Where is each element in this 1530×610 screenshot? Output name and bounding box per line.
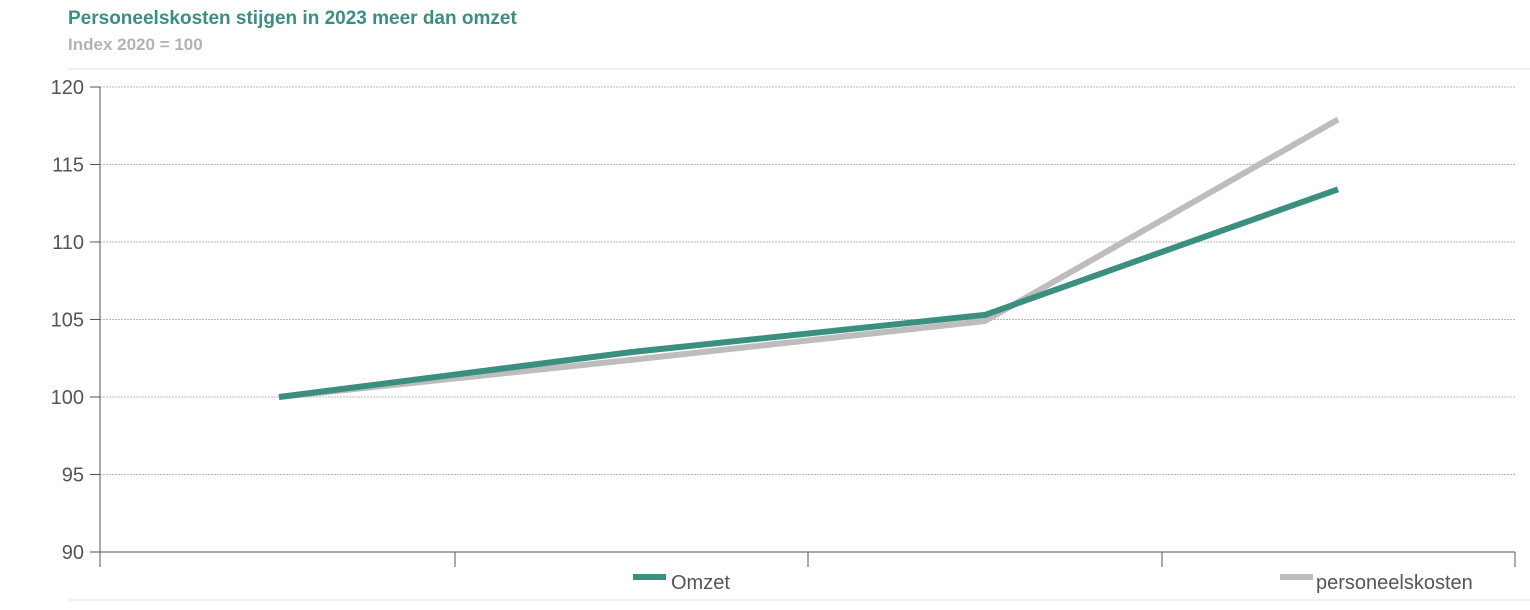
y-tick-label: 115 [52,155,84,177]
x-axis [99,551,1516,567]
y-axis: 90 95 100 105 110 115 120 [51,77,101,564]
y-tick-label: 110 [52,232,84,254]
y-tick-label: 120 [51,77,84,99]
legend-label-omzet: Omzet [671,572,730,594]
series-line-omzet [278,186,1340,400]
series-lines [278,116,1340,400]
legend: Omzet personeelskosten [633,572,1473,594]
y-tick-label: 105 [51,310,84,332]
y-tick-label: 90 [62,542,84,564]
y-tick-label: 95 [62,465,84,487]
y-tick-label: 100 [51,387,84,409]
series-line-personeelskosten [278,116,1340,400]
gridlines [100,86,1515,475]
chart-title: Personeelskosten stijgen in 2023 meer da… [68,8,517,29]
legend-label-personeelskosten: personeelskosten [1316,572,1473,594]
chart-subtitle: Index 2020 = 100 [68,35,203,54]
